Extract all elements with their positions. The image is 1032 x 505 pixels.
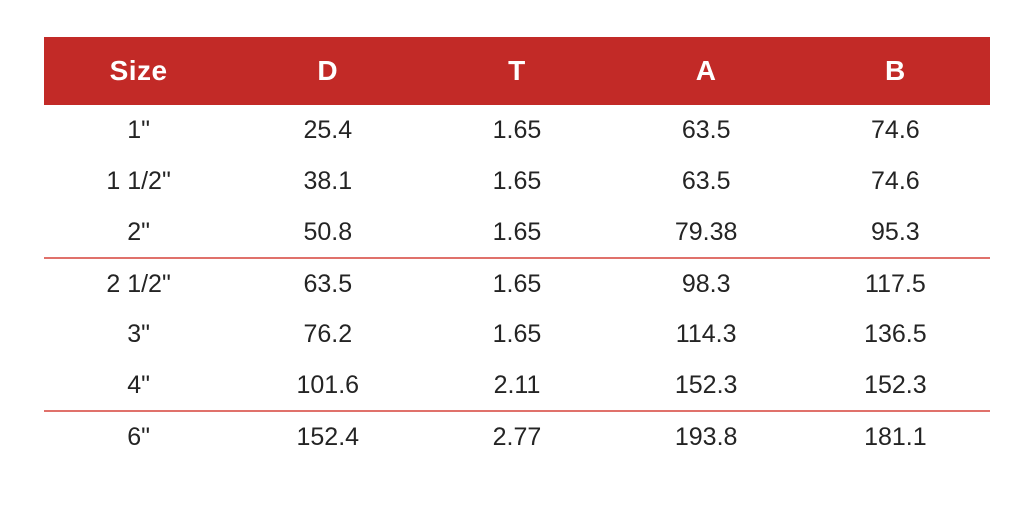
- spec-table-container: Size D T A B 1" 25.4 1.65 63.5 74.6 1 1/…: [44, 37, 990, 462]
- cell-a: 152.3: [611, 360, 801, 412]
- table-row: 1" 25.4 1.65 63.5 74.6: [44, 105, 990, 156]
- cell-size: 2 1/2": [106, 269, 171, 298]
- cell-size: 2": [44, 207, 234, 259]
- column-header-size: Size: [44, 37, 234, 105]
- cell-t: 1.65: [492, 320, 542, 348]
- cell-b: 136.5: [864, 320, 927, 348]
- cell-b: 181.1: [864, 422, 927, 451]
- cell-a: 63.5: [681, 167, 731, 195]
- cell-d: 101.6: [233, 360, 423, 412]
- cell-a: 98.3: [681, 269, 731, 298]
- cell-a: 193.8: [674, 422, 738, 451]
- cell-t: 1.65: [422, 207, 612, 259]
- cell-a: 114.3: [675, 320, 737, 348]
- column-header-d: D: [233, 37, 423, 105]
- cell-b: 152.3: [800, 360, 990, 412]
- cell-size: 1": [127, 116, 150, 144]
- table-row: 3" 76.2 1.65 114.3 136.5: [44, 309, 990, 360]
- cell-b: 117.5: [865, 269, 926, 298]
- cell-t: 2.77: [492, 422, 542, 451]
- cell-size: 6": [127, 422, 150, 451]
- cell-b: 74.6: [871, 116, 920, 144]
- table-header: Size D T A B: [44, 37, 990, 105]
- cell-d: 38.1: [303, 167, 353, 195]
- cell-t: 2.11: [422, 360, 612, 412]
- table-row: 2 1/2" 63.5 1.65 98.3 117.5: [44, 258, 990, 309]
- cell-d: 50.8: [233, 207, 423, 259]
- table-row: 6" 152.4 2.77 193.8 181.1: [44, 411, 990, 462]
- cell-size: 3": [127, 320, 150, 348]
- table-row: 1 1/2" 38.1 1.65 63.5 74.6: [44, 156, 990, 207]
- cell-size: 4": [44, 360, 234, 412]
- cell-d: 63.5: [303, 269, 353, 298]
- header-row: Size D T A B: [44, 37, 990, 105]
- cell-a: 79.38: [611, 207, 801, 259]
- table-row: 2" 50.8 1.65 79.38 95.3: [44, 207, 990, 259]
- column-header-t: T: [422, 37, 612, 105]
- column-header-a: A: [611, 37, 801, 105]
- cell-t: 1.65: [492, 116, 542, 144]
- cell-t: 1.65: [492, 269, 542, 298]
- cell-d: 152.4: [296, 422, 360, 451]
- table-row: 4" 101.6 2.11 152.3 152.3: [44, 360, 990, 412]
- cell-b: 95.3: [800, 207, 990, 259]
- cell-a: 63.5: [681, 116, 731, 144]
- column-header-b: B: [800, 37, 990, 105]
- pipe-dimensions-table: Size D T A B 1" 25.4 1.65 63.5 74.6 1 1/…: [44, 37, 990, 462]
- cell-t: 1.65: [492, 167, 542, 195]
- cell-d: 25.4: [303, 116, 353, 144]
- cell-size: 1 1/2": [106, 167, 171, 195]
- table-body: 1" 25.4 1.65 63.5 74.6 1 1/2" 38.1 1.65 …: [44, 105, 990, 462]
- cell-b: 74.6: [871, 167, 920, 195]
- cell-d: 76.2: [303, 320, 353, 348]
